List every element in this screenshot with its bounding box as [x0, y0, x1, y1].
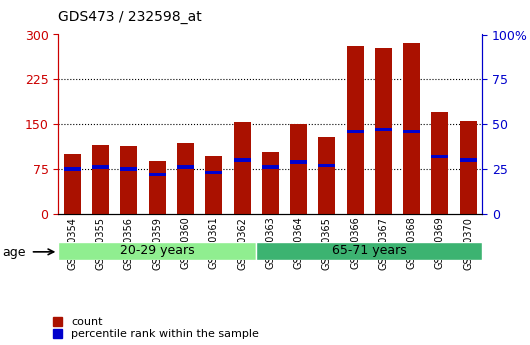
Bar — [120, 146, 137, 214]
Bar — [347, 130, 364, 133]
Bar — [290, 124, 307, 214]
Bar — [319, 137, 335, 214]
Bar — [347, 47, 364, 214]
Bar — [120, 167, 137, 171]
Bar — [262, 152, 279, 214]
Text: 20-29 years: 20-29 years — [120, 245, 195, 257]
Bar — [319, 164, 335, 167]
Bar — [92, 145, 109, 214]
Bar — [149, 161, 166, 214]
Bar — [375, 128, 392, 131]
Bar — [431, 112, 448, 214]
Bar — [256, 241, 482, 260]
Bar — [177, 143, 194, 214]
Bar — [460, 158, 476, 162]
Legend: count, percentile rank within the sample: count, percentile rank within the sample — [53, 317, 259, 339]
Text: age: age — [3, 246, 26, 259]
Bar — [375, 48, 392, 214]
Text: GDS473 / 232598_at: GDS473 / 232598_at — [58, 10, 202, 24]
Bar — [177, 166, 194, 169]
Bar — [234, 158, 251, 162]
Bar — [205, 171, 222, 175]
Bar — [403, 43, 420, 214]
Bar — [92, 166, 109, 169]
Bar — [403, 130, 420, 133]
Bar — [290, 160, 307, 164]
Bar — [234, 122, 251, 214]
Bar — [460, 121, 476, 214]
Bar — [58, 241, 256, 260]
Bar — [431, 155, 448, 158]
Bar — [64, 154, 81, 214]
Text: 65-71 years: 65-71 years — [332, 245, 407, 257]
Bar — [64, 167, 81, 171]
Bar — [205, 156, 222, 214]
Bar — [262, 166, 279, 169]
Bar — [149, 172, 166, 176]
